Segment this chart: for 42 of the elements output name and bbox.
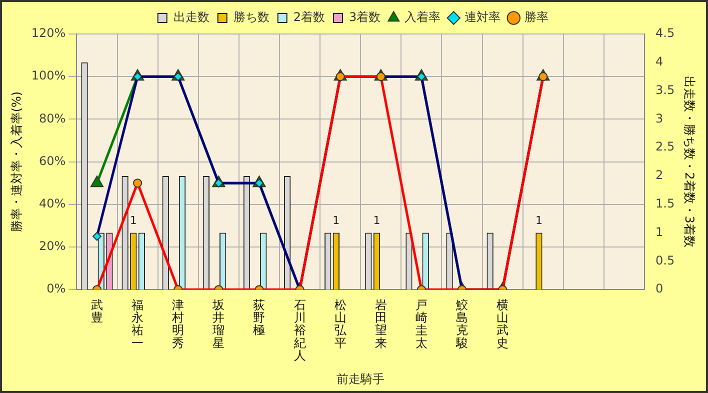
legend-label: 勝率: [524, 10, 549, 24]
y2-tick-label: 0.5: [656, 253, 675, 268]
data-label: 1: [332, 214, 340, 228]
x-axis-title: 前走騎手: [336, 372, 385, 386]
y-tick-label: 100%: [31, 68, 66, 83]
y2-tick-label: 4: [656, 54, 664, 69]
legend-label: 2着数: [293, 10, 326, 24]
y-tick-label: 0%: [46, 282, 66, 296]
y2-axis-title: 出走数・勝ち数・2着数・3着数: [682, 76, 697, 248]
y2-tick-label: 3.5: [656, 82, 675, 97]
y2-tick-label: 2: [656, 168, 664, 182]
legend-label: 連対率: [464, 10, 501, 24]
y2-tick-label: 1.5: [656, 196, 675, 211]
y-tick-label: 40%: [39, 196, 66, 211]
y2-tick-label: 3: [656, 111, 664, 126]
data-label: 1: [130, 214, 137, 228]
x-tick-label: 戸崎圭太: [415, 298, 428, 350]
x-tick-label: 石川裕紀人: [294, 298, 306, 362]
y-tick-label: 120%: [31, 26, 66, 40]
y2-tick-label: 1: [656, 224, 664, 239]
y2-tick-label: 2.5: [656, 140, 675, 154]
legend-label: 入着率: [404, 10, 441, 24]
data-label: 1: [373, 214, 380, 228]
x-tick-label: 津村明秀: [171, 298, 184, 350]
x-tick-label: 坂井瑠星: [212, 298, 225, 350]
y-tick-label: 20%: [39, 239, 66, 254]
y-axis-title: 勝率・連対率・入着率(%): [9, 91, 24, 232]
x-tick-label: 鮫島克駿: [455, 298, 468, 350]
legend-label: 勝ち数: [233, 10, 270, 24]
y-tick-label: 60%: [39, 154, 66, 168]
x-tick-label: 横山武史: [496, 298, 509, 350]
y2-tick-label: 0: [656, 282, 664, 296]
x-tick-label: 武豊: [90, 298, 103, 325]
data-label: 1: [535, 214, 542, 228]
x-tick-label: 福永祐一: [132, 298, 144, 350]
x-tick-label: 荻野極: [253, 298, 266, 338]
y2-tick-label: 4.5: [656, 26, 675, 40]
x-tick-label: 松山弘平: [334, 298, 348, 350]
legend-label: 出走数: [173, 10, 210, 24]
y-tick-label: 80%: [39, 111, 66, 126]
legend-label: 3着数: [349, 10, 381, 24]
x-tick-label: 岩田望来: [374, 298, 387, 350]
